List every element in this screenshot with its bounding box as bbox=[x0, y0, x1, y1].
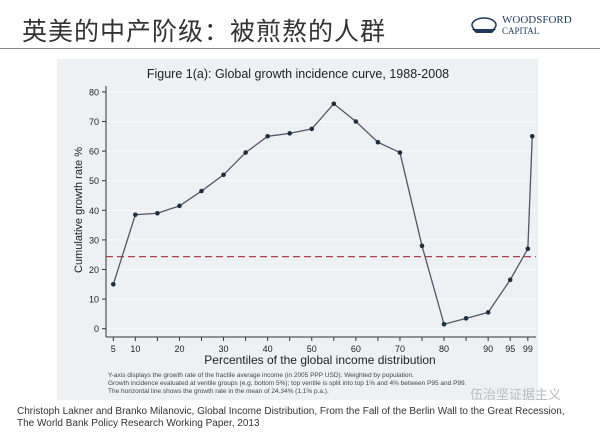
page-title: 英美的中产阶级：被煎熬的人群 bbox=[22, 17, 387, 46]
y-tick-label: 40 bbox=[89, 206, 99, 216]
x-tick-label: 60 bbox=[351, 344, 361, 354]
watermark: 伍治坚证据主义 bbox=[470, 387, 562, 402]
y-tick-label: 20 bbox=[89, 265, 99, 275]
data-point bbox=[463, 316, 469, 321]
x-tick-label: 80 bbox=[439, 344, 449, 354]
x-axis-label: Percentiles of the global income distrib… bbox=[204, 353, 435, 367]
data-point bbox=[353, 119, 359, 124]
data-point bbox=[133, 212, 138, 218]
y-tick-label: 60 bbox=[89, 147, 99, 157]
data-point bbox=[331, 101, 337, 107]
x-tick-label: 70 bbox=[395, 344, 405, 354]
data-point bbox=[243, 150, 248, 155]
x-tick-label: 30 bbox=[219, 344, 229, 354]
x-tick-label: 10 bbox=[130, 344, 140, 354]
data-point bbox=[155, 210, 160, 216]
data-point bbox=[287, 131, 293, 136]
chart-notes: Y-axis displays the growth rate of the f… bbox=[108, 372, 466, 396]
data-point bbox=[199, 188, 204, 194]
y-tick-label: 80 bbox=[89, 87, 99, 97]
x-tick-label: 50 bbox=[307, 344, 317, 354]
y-tick-label: 0 bbox=[94, 324, 99, 334]
data-point bbox=[507, 277, 513, 283]
chart-panel bbox=[57, 59, 538, 400]
divider bbox=[0, 48, 600, 49]
data-point bbox=[525, 246, 531, 252]
citation-line: The World Bank Policy Research Working P… bbox=[17, 418, 260, 429]
x-tick-label: 5 bbox=[111, 344, 116, 354]
data-point bbox=[111, 282, 116, 287]
y-axis-label: Cumulative growth rate % bbox=[73, 147, 85, 273]
series-line bbox=[112, 102, 533, 326]
data-point bbox=[265, 134, 270, 139]
data-point bbox=[485, 310, 491, 315]
logo-line1: WOODSFORD bbox=[502, 14, 572, 26]
x-tick-label: 90 bbox=[483, 344, 493, 354]
data-point bbox=[177, 203, 182, 209]
note-line: Growth incidence evaluated at ventile gr… bbox=[108, 380, 467, 387]
logo: WOODSFORD CAPITAL bbox=[468, 13, 588, 39]
data-point bbox=[529, 134, 535, 139]
note-line: The horizontal line shows the growth rat… bbox=[108, 388, 329, 395]
chart-title: Figure 1(a): Global growth incidence cur… bbox=[147, 67, 449, 81]
x-tick-label: 95 bbox=[505, 344, 515, 354]
data-point bbox=[419, 243, 425, 249]
y-tick-label: 50 bbox=[89, 176, 99, 186]
y-tick-label: 30 bbox=[89, 235, 99, 245]
turtle-logo-icon bbox=[471, 17, 497, 33]
data-point bbox=[397, 150, 403, 155]
data-point bbox=[375, 139, 381, 145]
note-line: Y-axis displays the growth rate of the f… bbox=[108, 372, 414, 379]
citation-line: Christoph Lakner and Branko Milanovic, G… bbox=[17, 406, 565, 417]
data-point bbox=[441, 321, 447, 327]
y-tick-label: 10 bbox=[89, 295, 99, 305]
logo-line2: CAPITAL bbox=[502, 26, 540, 36]
y-tick-label: 70 bbox=[89, 117, 99, 127]
data-point bbox=[221, 172, 226, 178]
citation: Christoph Lakner and Branko Milanovic, G… bbox=[17, 406, 592, 430]
data-point bbox=[309, 126, 315, 132]
x-tick-label: 99 bbox=[523, 344, 533, 354]
x-tick-label: 40 bbox=[263, 344, 273, 354]
x-tick-label: 20 bbox=[174, 344, 184, 354]
